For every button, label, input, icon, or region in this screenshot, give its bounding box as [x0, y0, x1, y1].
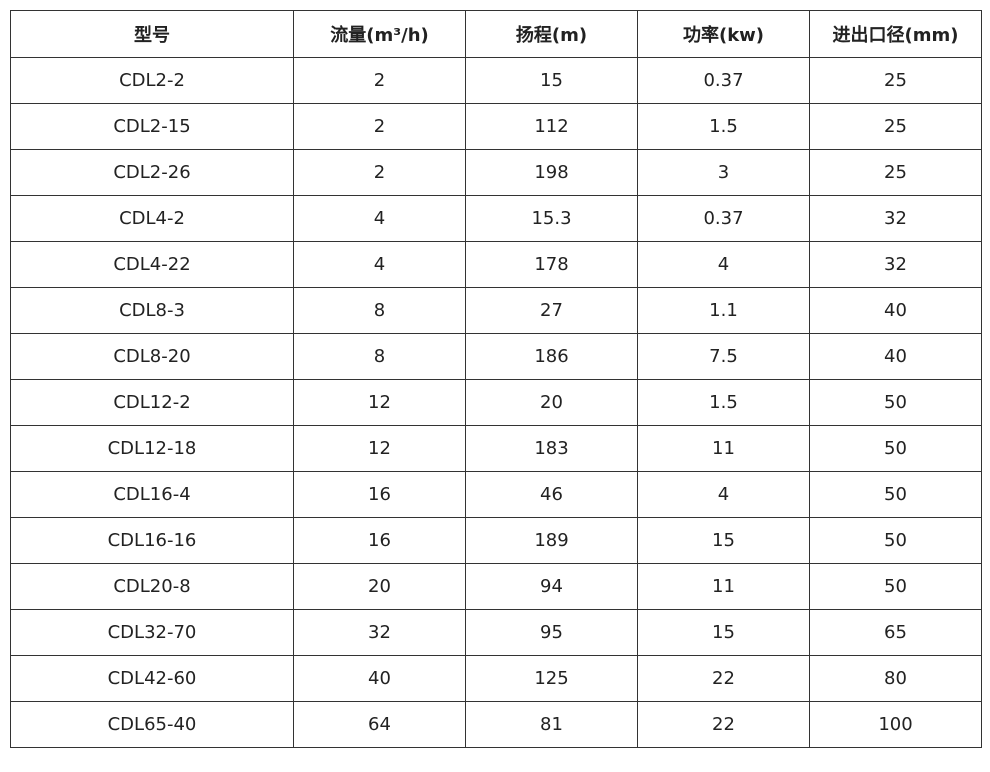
table-cell: 0.37	[637, 195, 810, 242]
table-row: CDL16-4 16 46 4 50	[10, 471, 982, 518]
column-header: 进出口径(mm)	[809, 10, 982, 58]
table-row: CDL4-2 4 15.3 0.37 32	[10, 195, 982, 242]
table-cell: CDL12-2	[10, 379, 294, 426]
table-cell: 22	[637, 655, 810, 702]
table-cell: 8	[293, 287, 466, 334]
table-cell: 81	[465, 701, 638, 748]
table-cell: 198	[465, 149, 638, 196]
table-cell: CDL32-70	[10, 609, 294, 656]
table-cell: 4	[293, 241, 466, 288]
table-cell: 11	[637, 563, 810, 610]
table-row: CDL8-3 8 27 1.1 40	[10, 287, 982, 334]
table-cell: 50	[809, 471, 982, 518]
table-cell: CDL12-18	[10, 425, 294, 472]
table-row: CDL32-70 32 95 15 65	[10, 609, 982, 656]
table-cell: CDL16-16	[10, 517, 294, 564]
table-cell: 8	[293, 333, 466, 380]
table-cell: CDL2-15	[10, 103, 294, 150]
table-cell: 0.37	[637, 57, 810, 104]
table-row: CDL16-16 16 189 15 50	[10, 517, 982, 564]
table-cell: 11	[637, 425, 810, 472]
table-cell: 22	[637, 701, 810, 748]
column-header: 流量(m³/h)	[293, 10, 466, 58]
table-cell: 12	[293, 425, 466, 472]
table-cell: 183	[465, 425, 638, 472]
header-row: 型号 流量(m³/h) 扬程(m) 功率(kw) 进出口径(mm)	[10, 10, 982, 58]
table-cell: 40	[809, 333, 982, 380]
table-cell: 64	[293, 701, 466, 748]
table-row: CDL2-15 2 112 1.5 25	[10, 103, 982, 150]
table-cell: 40	[809, 287, 982, 334]
table-cell: 25	[809, 103, 982, 150]
table-cell: 25	[809, 57, 982, 104]
table-cell: 65	[809, 609, 982, 656]
table-cell: 16	[293, 471, 466, 518]
table-cell: CDL2-2	[10, 57, 294, 104]
table-row: CDL12-18 12 183 11 50	[10, 425, 982, 472]
table-cell: CDL8-20	[10, 333, 294, 380]
table-cell: 4	[637, 471, 810, 518]
table-cell: 94	[465, 563, 638, 610]
table-cell: 15.3	[465, 195, 638, 242]
table-cell: 27	[465, 287, 638, 334]
table-cell: 186	[465, 333, 638, 380]
table-cell: 46	[465, 471, 638, 518]
table-cell: 15	[465, 57, 638, 104]
table-cell: CDL8-3	[10, 287, 294, 334]
pump-spec-table: 型号 流量(m³/h) 扬程(m) 功率(kw) 进出口径(mm) CDL2-2 2 15 0…	[10, 10, 982, 748]
table-cell: 1.5	[637, 379, 810, 426]
column-header: 功率(kw)	[637, 10, 810, 58]
table-cell: 1.1	[637, 287, 810, 334]
table-cell: 80	[809, 655, 982, 702]
table-cell: 112	[465, 103, 638, 150]
table-row: CDL65-40 64 81 22 100	[10, 701, 982, 748]
table-cell: 50	[809, 517, 982, 564]
table-cell: 2	[293, 103, 466, 150]
table-cell: CDL4-2	[10, 195, 294, 242]
table-cell: 32	[293, 609, 466, 656]
table-cell: 32	[809, 195, 982, 242]
table-cell: 7.5	[637, 333, 810, 380]
table-cell: 2	[293, 57, 466, 104]
table-cell: 100	[809, 701, 982, 748]
table-row: CDL12-2 12 20 1.5 50	[10, 379, 982, 426]
table-cell: 50	[809, 563, 982, 610]
table-cell: 1.5	[637, 103, 810, 150]
table-row: CDL2-26 2 198 3 25	[10, 149, 982, 196]
column-header: 扬程(m)	[465, 10, 638, 58]
table-cell: 3	[637, 149, 810, 196]
table-cell: 32	[809, 241, 982, 288]
table-row: CDL8-20 8 186 7.5 40	[10, 333, 982, 380]
column-header: 型号	[10, 10, 294, 58]
table-cell: 4	[293, 195, 466, 242]
table-cell: 2	[293, 149, 466, 196]
table-cell: 189	[465, 517, 638, 564]
table-cell: 125	[465, 655, 638, 702]
table-cell: CDL65-40	[10, 701, 294, 748]
table-cell: 16	[293, 517, 466, 564]
table-cell: 95	[465, 609, 638, 656]
table-cell: 20	[465, 379, 638, 426]
table-cell: 50	[809, 379, 982, 426]
table-row: CDL4-22 4 178 4 32	[10, 241, 982, 288]
table-cell: 12	[293, 379, 466, 426]
table-cell: 40	[293, 655, 466, 702]
table-cell: 15	[637, 609, 810, 656]
table-cell: 50	[809, 425, 982, 472]
table-row: CDL20-8 20 94 11 50	[10, 563, 982, 610]
table-cell: 20	[293, 563, 466, 610]
table-cell: 15	[637, 517, 810, 564]
table-cell: 25	[809, 149, 982, 196]
table-cell: 178	[465, 241, 638, 288]
table-row: CDL42-60 40 125 22 80	[10, 655, 982, 702]
table-cell: 4	[637, 241, 810, 288]
table-row: CDL2-2 2 15 0.37 25	[10, 57, 982, 104]
table-cell: CDL16-4	[10, 471, 294, 518]
table-cell: CDL42-60	[10, 655, 294, 702]
table-cell: CDL4-22	[10, 241, 294, 288]
table-cell: CDL20-8	[10, 563, 294, 610]
table-cell: CDL2-26	[10, 149, 294, 196]
